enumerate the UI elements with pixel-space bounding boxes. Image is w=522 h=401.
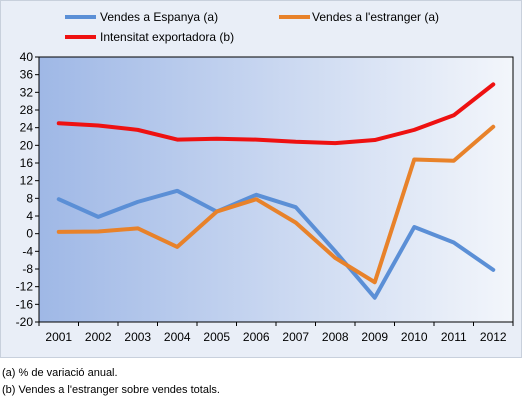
y-tick-label: 24: [20, 121, 34, 135]
x-tick-label: 2007: [282, 330, 309, 344]
x-tick-label: 2010: [401, 330, 428, 344]
x-tick-label: 2003: [124, 330, 151, 344]
y-tick-label: 36: [20, 68, 34, 82]
x-tick-label: 2006: [243, 330, 270, 344]
footnotes: (a) % de variació anual. (b) Vendes a l'…: [2, 365, 220, 399]
footnote-a: (a) % de variació anual.: [2, 367, 118, 379]
y-tick-label: -4: [22, 244, 33, 258]
plot-area: [38, 56, 514, 323]
legend: Vendes a Espanya (a) Vendes a l'estrange…: [65, 10, 439, 44]
y-axis: -20 -16 -12 -8 -4 0 4 8 12 16 20 24 28 32 36 40: [16, 50, 39, 329]
x-tick-label: 2001: [45, 330, 72, 344]
y-tick-label: 32: [20, 85, 34, 99]
x-tick-label: 2009: [361, 330, 388, 344]
y-tick-label: 4: [26, 209, 33, 223]
y-tick-label: -12: [16, 280, 34, 294]
series-line-vendes-espanya: [56, 188, 496, 300]
x-tick-label: 2008: [322, 330, 349, 344]
y-tick-label: -8: [22, 262, 33, 276]
y-tick-label: -16: [16, 297, 34, 311]
y-tick-label: 16: [20, 156, 34, 170]
x-tick-label: 2011: [441, 330, 467, 344]
y-tick-label: 28: [20, 103, 34, 117]
x-tick-label: 2005: [203, 330, 230, 344]
chart-frame: Vendes a Espanya (a) Vendes a l'estrange…: [0, 0, 522, 358]
y-tick-label: 40: [20, 50, 34, 64]
series-line-vendes-estranger: [56, 124, 496, 285]
x-tick-label: 2012: [480, 330, 507, 344]
x-tick-label: 2002: [85, 330, 112, 344]
footnote-b: (b) Vendes a l'estranger sobre vendes to…: [2, 384, 220, 396]
y-tick-label: 0: [26, 227, 33, 241]
series-line-intensitat-exportadora: [56, 82, 496, 146]
legend-label-vendes-espanya: Vendes a Espanya (a): [100, 10, 218, 24]
y-tick-label: 12: [20, 174, 34, 188]
legend-label-intensitat-exportadora: Intensitat exportadora (b): [100, 30, 234, 44]
x-axis: 2001 2002 2003 2004 2005 2006 2007 2008 2009 2010…: [38, 322, 514, 344]
x-tick-label: 2004: [164, 330, 191, 344]
y-tick-label: 20: [20, 138, 34, 152]
line-chart: Vendes a Espanya (a) Vendes a l'estrange…: [16, 10, 514, 344]
y-tick-label: -20: [16, 315, 34, 329]
legend-label-vendes-estranger: Vendes a l'estranger (a): [312, 10, 439, 24]
y-tick-label: 8: [26, 191, 33, 205]
series-layer: [56, 82, 496, 300]
